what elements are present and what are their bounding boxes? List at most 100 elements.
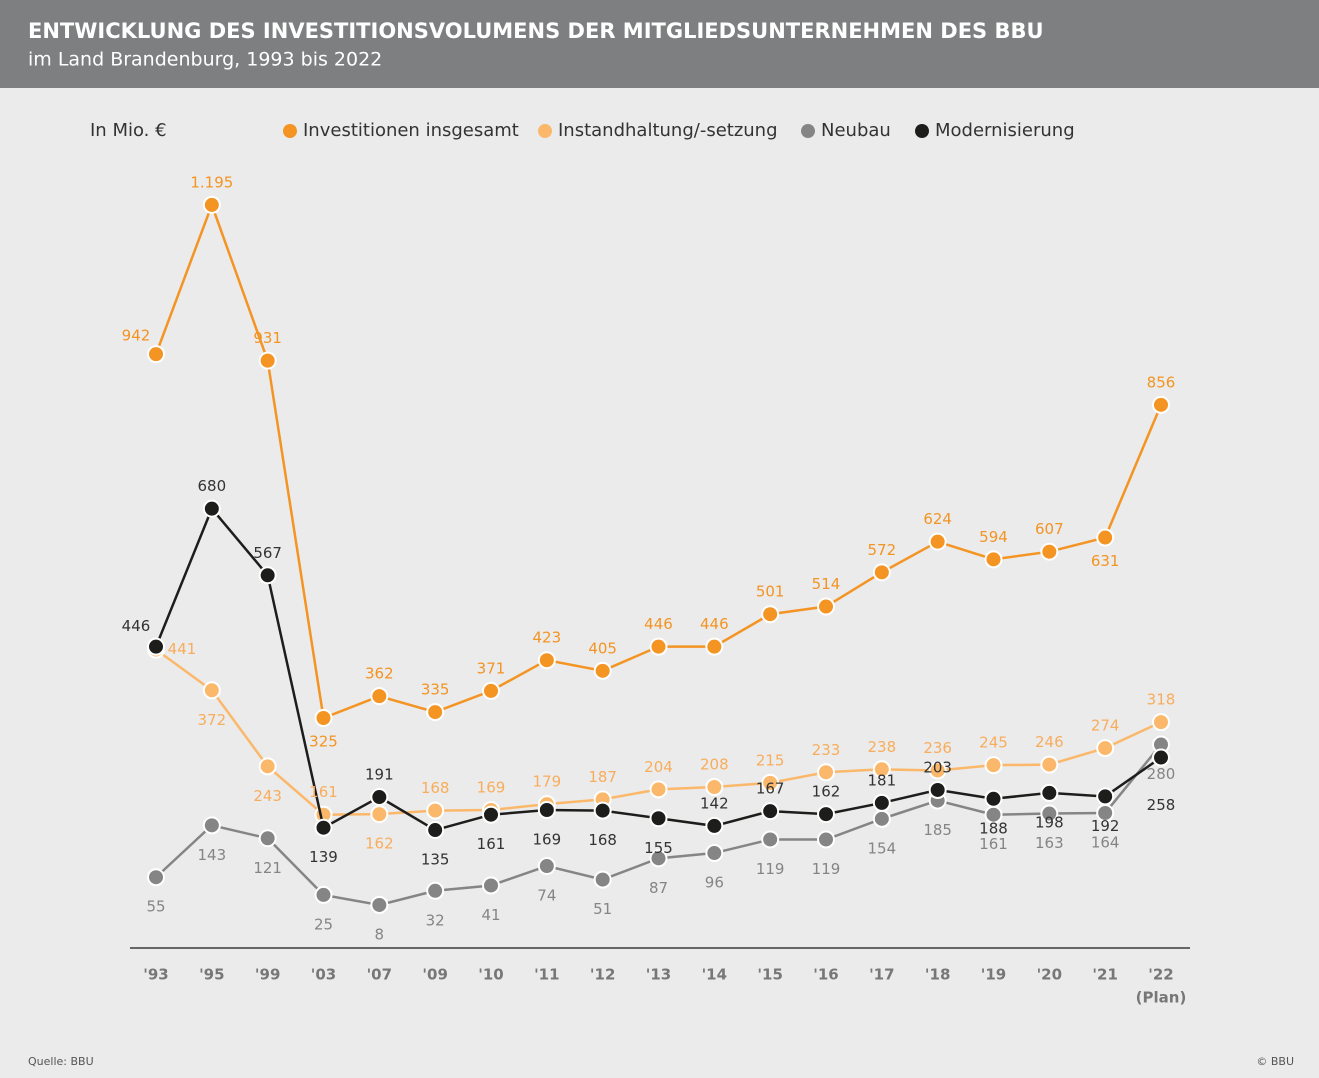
data-point xyxy=(928,761,947,780)
x-tick-label: '22 xyxy=(1148,966,1173,984)
series xyxy=(147,499,1170,840)
data-point xyxy=(1152,395,1170,414)
data-label: 371 xyxy=(477,659,506,677)
data-label: 362 xyxy=(365,665,394,683)
data-point xyxy=(370,687,389,706)
data-point xyxy=(482,876,500,895)
chart-subtitle: im Land Brandenburg, 1993 bis 2022 xyxy=(28,49,382,71)
data-point xyxy=(147,868,165,887)
data-label: 215 xyxy=(756,751,785,769)
data-label: 74 xyxy=(537,887,556,905)
data-label: 168 xyxy=(421,779,450,797)
data-point xyxy=(817,830,835,849)
data-point xyxy=(537,857,556,876)
data-label: 501 xyxy=(756,583,785,601)
data-label: 856 xyxy=(1147,373,1176,391)
data-point xyxy=(314,709,333,727)
data-point xyxy=(984,789,1003,808)
x-tick-label: '14 xyxy=(702,966,727,984)
data-label: 167 xyxy=(756,780,785,798)
x-tick-label: '20 xyxy=(1037,966,1062,984)
x-tick-label: '09 xyxy=(422,966,447,984)
data-label: 372 xyxy=(198,711,227,729)
data-label: 631 xyxy=(1091,552,1120,570)
data-label: 236 xyxy=(923,739,952,757)
legend-marker xyxy=(538,124,552,138)
data-point xyxy=(761,773,780,792)
data-label: 191 xyxy=(365,766,394,784)
data-point xyxy=(537,801,556,819)
data-point xyxy=(705,816,724,835)
data-label: 325 xyxy=(309,733,338,751)
data-label: 572 xyxy=(868,541,897,559)
data-point xyxy=(928,532,947,551)
data-label: 169 xyxy=(533,831,562,849)
data-point xyxy=(1096,739,1115,758)
data-point xyxy=(426,801,445,820)
x-tick-label: '93 xyxy=(143,966,168,984)
data-point xyxy=(705,844,724,863)
x-tick-label: '12 xyxy=(590,966,615,984)
data-label: 119 xyxy=(812,860,841,878)
data-label: 163 xyxy=(1035,834,1064,852)
legend-marker xyxy=(915,124,929,138)
data-label: 258 xyxy=(1147,796,1176,814)
data-label: 246 xyxy=(1035,733,1064,751)
data-point xyxy=(314,818,333,837)
data-label: 51 xyxy=(593,900,612,918)
data-label: 423 xyxy=(533,629,562,647)
data-label: 25 xyxy=(314,915,333,933)
data-label: 161 xyxy=(477,835,506,853)
x-tick-label: '19 xyxy=(981,966,1006,984)
data-label: 162 xyxy=(812,783,841,801)
data-label: 168 xyxy=(588,831,617,849)
x-tick-label: '15 xyxy=(757,966,782,984)
data-label: 139 xyxy=(309,848,338,866)
data-point xyxy=(817,805,835,824)
data-label: 41 xyxy=(481,906,500,924)
legend-label: Investitionen insgesamt xyxy=(303,120,519,141)
x-tick-label: '21 xyxy=(1092,966,1117,984)
data-point xyxy=(649,809,668,828)
data-point xyxy=(1040,804,1059,823)
chart-title: ENTWICKLUNG DES INVESTITIONSVOLUMENS DER… xyxy=(28,19,1044,43)
data-point xyxy=(984,550,1003,569)
data-label: 121 xyxy=(253,859,282,877)
data-label: 446 xyxy=(122,617,151,635)
data-label: 162 xyxy=(365,835,394,853)
data-label: 185 xyxy=(923,821,952,839)
data-point xyxy=(649,637,668,656)
data-point xyxy=(817,763,835,782)
legend-marker xyxy=(283,124,297,138)
source: Quelle: BBU xyxy=(28,1055,94,1068)
data-label: 135 xyxy=(421,851,450,869)
x-tick-label: '95 xyxy=(199,966,224,984)
data-label: 233 xyxy=(812,741,841,759)
data-label: 143 xyxy=(198,846,227,864)
data-label: 274 xyxy=(1091,717,1120,735)
data-label: 1.195 xyxy=(190,173,233,191)
data-point xyxy=(593,801,612,820)
data-label: 441 xyxy=(168,640,197,658)
data-point xyxy=(649,780,668,799)
legend-label: Modernisierung xyxy=(935,120,1075,141)
data-label: 119 xyxy=(756,860,785,878)
data-point xyxy=(872,563,891,582)
data-label: 188 xyxy=(979,819,1008,837)
copyright: © BBU xyxy=(1256,1055,1294,1068)
data-point xyxy=(872,809,891,828)
x-tick-label: '13 xyxy=(646,966,671,984)
data-label: 238 xyxy=(868,738,897,756)
data-label: 567 xyxy=(253,544,282,562)
data-point xyxy=(761,605,780,624)
data-point xyxy=(314,885,333,904)
x-tick-label: '99 xyxy=(255,966,280,984)
data-point xyxy=(426,881,445,900)
data-point xyxy=(258,829,277,848)
data-label: 405 xyxy=(588,639,617,657)
data-point xyxy=(1040,542,1059,561)
data-point xyxy=(370,805,389,824)
x-tick-label: '17 xyxy=(869,966,894,984)
